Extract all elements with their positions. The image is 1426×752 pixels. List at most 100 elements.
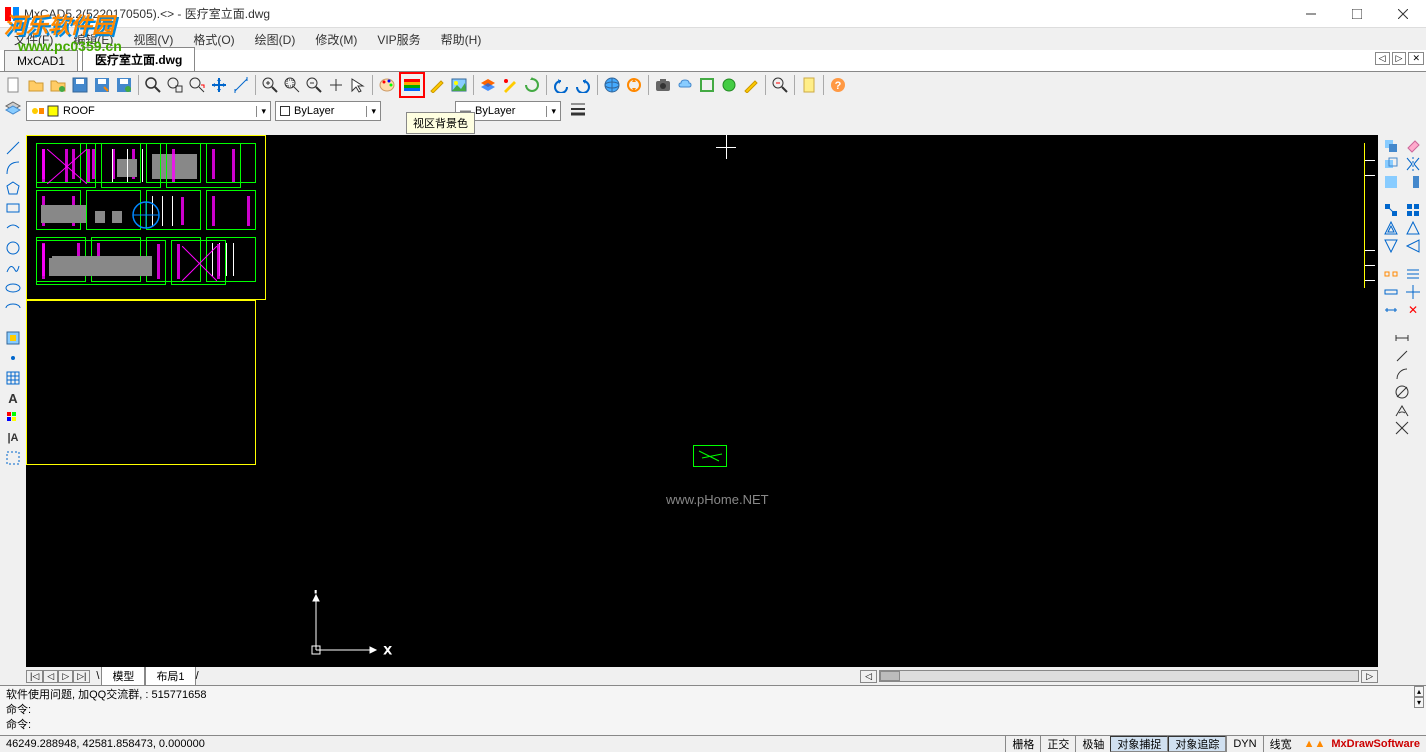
arc-icon[interactable]	[3, 159, 23, 177]
break-icon[interactable]	[1381, 265, 1401, 283]
open-icon[interactable]	[26, 75, 46, 95]
mtext-icon[interactable]: |A	[3, 429, 23, 447]
save3-icon[interactable]	[114, 75, 134, 95]
grid-icon[interactable]	[3, 409, 23, 427]
status-otrack[interactable]: 对象追踪	[1168, 736, 1226, 752]
note-icon[interactable]	[799, 75, 819, 95]
pan-icon[interactable]	[209, 75, 229, 95]
zoom-extents-icon[interactable]	[165, 75, 185, 95]
open2-icon[interactable]	[48, 75, 68, 95]
camera-icon[interactable]	[653, 75, 673, 95]
select-icon[interactable]	[348, 75, 368, 95]
chamfer-icon[interactable]	[1381, 283, 1401, 301]
palette-icon[interactable]	[377, 75, 397, 95]
dim-ordinate-icon[interactable]	[1392, 419, 1412, 437]
saveas-icon[interactable]	[92, 75, 112, 95]
explode-icon[interactable]	[1381, 301, 1401, 319]
zoom-out-icon[interactable]	[304, 75, 324, 95]
rectangle-icon[interactable]	[3, 199, 23, 217]
new-icon[interactable]	[4, 75, 24, 95]
minimize-button[interactable]	[1288, 0, 1334, 28]
offset-icon[interactable]	[1381, 173, 1401, 191]
fillet-icon[interactable]	[1403, 283, 1423, 301]
status-polar[interactable]: 极轴	[1075, 736, 1110, 752]
move-icon[interactable]	[1381, 201, 1401, 219]
menu-vip[interactable]: VIP服务	[371, 29, 426, 50]
arc2-icon[interactable]	[3, 219, 23, 237]
layout-tab-model[interactable]: 模型	[101, 667, 145, 685]
edit-icon[interactable]	[500, 75, 520, 95]
ellipse-icon[interactable]	[3, 279, 23, 297]
layout-nav-next[interactable]: ▷	[58, 670, 73, 683]
region-icon[interactable]	[3, 449, 23, 467]
circle-icon[interactable]	[3, 239, 23, 257]
layout-nav-prev[interactable]: ◁	[43, 670, 58, 683]
sync-icon[interactable]	[624, 75, 644, 95]
find-icon[interactable]	[770, 75, 790, 95]
hatch-icon[interactable]	[3, 369, 23, 387]
status-lineweight[interactable]: 线宽	[1263, 736, 1298, 752]
bgcolor-icon[interactable]	[402, 75, 422, 95]
cmd-scroll-up[interactable]: ▴	[1414, 686, 1424, 697]
menu-draw[interactable]: 绘图(D)	[249, 29, 302, 50]
layout-tab-layout1[interactable]: 布局1	[145, 667, 195, 685]
copy-icon[interactable]	[1381, 137, 1401, 155]
hscroll-left[interactable]: ◁	[860, 670, 877, 683]
doc-tab-mxcad1[interactable]: MxCAD1	[4, 50, 78, 71]
dim-aligned-icon[interactable]	[1392, 347, 1412, 365]
rotate-icon[interactable]	[1403, 201, 1423, 219]
ellipsearc-icon[interactable]	[3, 299, 23, 317]
color-dropdown[interactable]: ByLayer ▾	[275, 101, 381, 121]
redo-icon[interactable]	[573, 75, 593, 95]
layers-icon[interactable]	[478, 75, 498, 95]
point-icon[interactable]	[3, 349, 23, 367]
trim-icon[interactable]	[1381, 237, 1401, 255]
maximize-button[interactable]	[1334, 0, 1380, 28]
help-icon[interactable]: ?	[828, 75, 848, 95]
save-icon[interactable]	[70, 75, 90, 95]
hscroll-right[interactable]: ▷	[1361, 670, 1378, 683]
tab-nav-right[interactable]: ▷	[1392, 52, 1407, 65]
dim-angular-icon[interactable]	[1392, 401, 1412, 419]
circle-green-icon[interactable]	[719, 75, 739, 95]
scale-icon[interactable]	[1381, 219, 1401, 237]
tab-nav-left[interactable]: ◁	[1375, 52, 1390, 65]
dim-radius-icon[interactable]	[1392, 365, 1412, 383]
cloud-icon[interactable]	[675, 75, 695, 95]
menu-modify[interactable]: 修改(M)	[309, 29, 363, 50]
image-icon[interactable]	[449, 75, 469, 95]
mirror-icon[interactable]	[1403, 155, 1423, 173]
pencil2-icon[interactable]	[741, 75, 761, 95]
status-osnap[interactable]: 对象捕捉	[1110, 736, 1168, 752]
undo-icon[interactable]	[551, 75, 571, 95]
tab-nav-close[interactable]: ✕	[1408, 52, 1424, 65]
command-area[interactable]: 软件使用问题, 加QQ交流群, : 515771658 命令: 命令: ▴ ▾	[0, 685, 1426, 735]
dim-linear-icon[interactable]	[1392, 329, 1412, 347]
line-icon[interactable]	[3, 139, 23, 157]
purge-icon[interactable]: ✕	[1403, 301, 1423, 319]
menu-file[interactable]: 文件(F)	[8, 29, 59, 50]
cmd-scroll-down[interactable]: ▾	[1414, 697, 1424, 708]
layer-dropdown[interactable]: ROOF ▾	[26, 101, 271, 121]
zoom-in-icon[interactable]	[260, 75, 280, 95]
erase-icon[interactable]	[1403, 137, 1423, 155]
stretch-icon[interactable]	[1403, 219, 1423, 237]
dim-diameter-icon[interactable]	[1392, 383, 1412, 401]
block-icon[interactable]	[3, 329, 23, 347]
join-icon[interactable]	[1403, 265, 1423, 283]
status-dyn[interactable]: DYN	[1226, 736, 1262, 752]
box-icon[interactable]	[697, 75, 717, 95]
polygon-icon[interactable]	[3, 179, 23, 197]
copy2-icon[interactable]	[1381, 155, 1401, 173]
doc-tab-current[interactable]: 医疗室立面.dwg	[82, 47, 195, 71]
refresh-icon[interactable]	[522, 75, 542, 95]
pan2-icon[interactable]	[326, 75, 346, 95]
status-ortho[interactable]: 正交	[1040, 736, 1075, 752]
layout-nav-first[interactable]: |◁	[26, 670, 43, 683]
layer-manager-icon[interactable]	[4, 100, 22, 123]
extend-icon[interactable]	[1403, 237, 1423, 255]
zoom-rt-icon[interactable]	[187, 75, 207, 95]
drawing-canvas[interactable]: X Y www.pHome.NET	[26, 135, 1378, 667]
zoom-window-icon[interactable]	[282, 75, 302, 95]
pen-icon[interactable]	[427, 75, 447, 95]
